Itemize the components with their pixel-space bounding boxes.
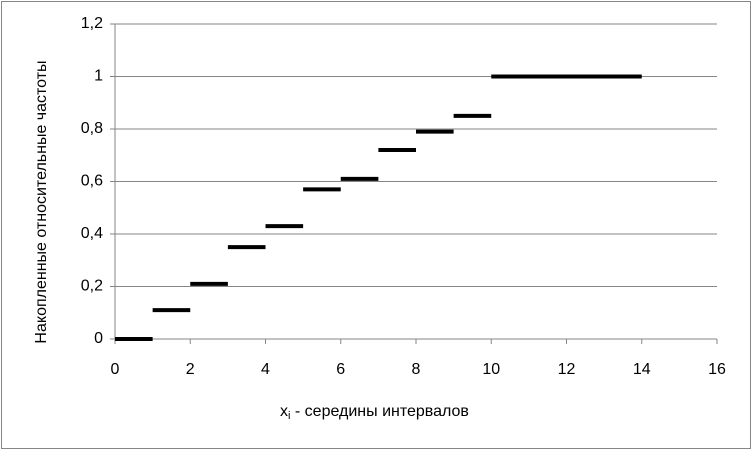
x-tick-label: 2	[186, 361, 195, 378]
y-tick-label: 0,8	[81, 120, 103, 137]
x-axis-label: xi - середины интервалов	[280, 403, 469, 422]
y-tick-label: 1	[94, 68, 103, 85]
y-axis-label: Накопленные относительные частоты	[33, 60, 50, 343]
y-tick-label: 0,4	[81, 225, 103, 242]
x-tick-label: 10	[482, 361, 500, 378]
x-tick-label: 8	[412, 361, 421, 378]
x-tick-label: 6	[336, 361, 345, 378]
x-tick-label: 0	[111, 361, 120, 378]
y-tick-label: 0	[94, 330, 103, 347]
x-label-sub: i	[288, 410, 290, 422]
x-tick-label: 12	[558, 361, 576, 378]
x-tick-label: 16	[708, 361, 726, 378]
y-tick-label: 1,2	[81, 15, 103, 32]
x-tick-label: 4	[261, 361, 270, 378]
x-tick-label: 14	[633, 361, 651, 378]
y-tick-label: 0,6	[81, 173, 103, 190]
x-label-main: x	[280, 403, 288, 420]
x-label-rest: - середины интервалов	[290, 403, 468, 420]
y-tick-label: 0,2	[81, 278, 103, 295]
